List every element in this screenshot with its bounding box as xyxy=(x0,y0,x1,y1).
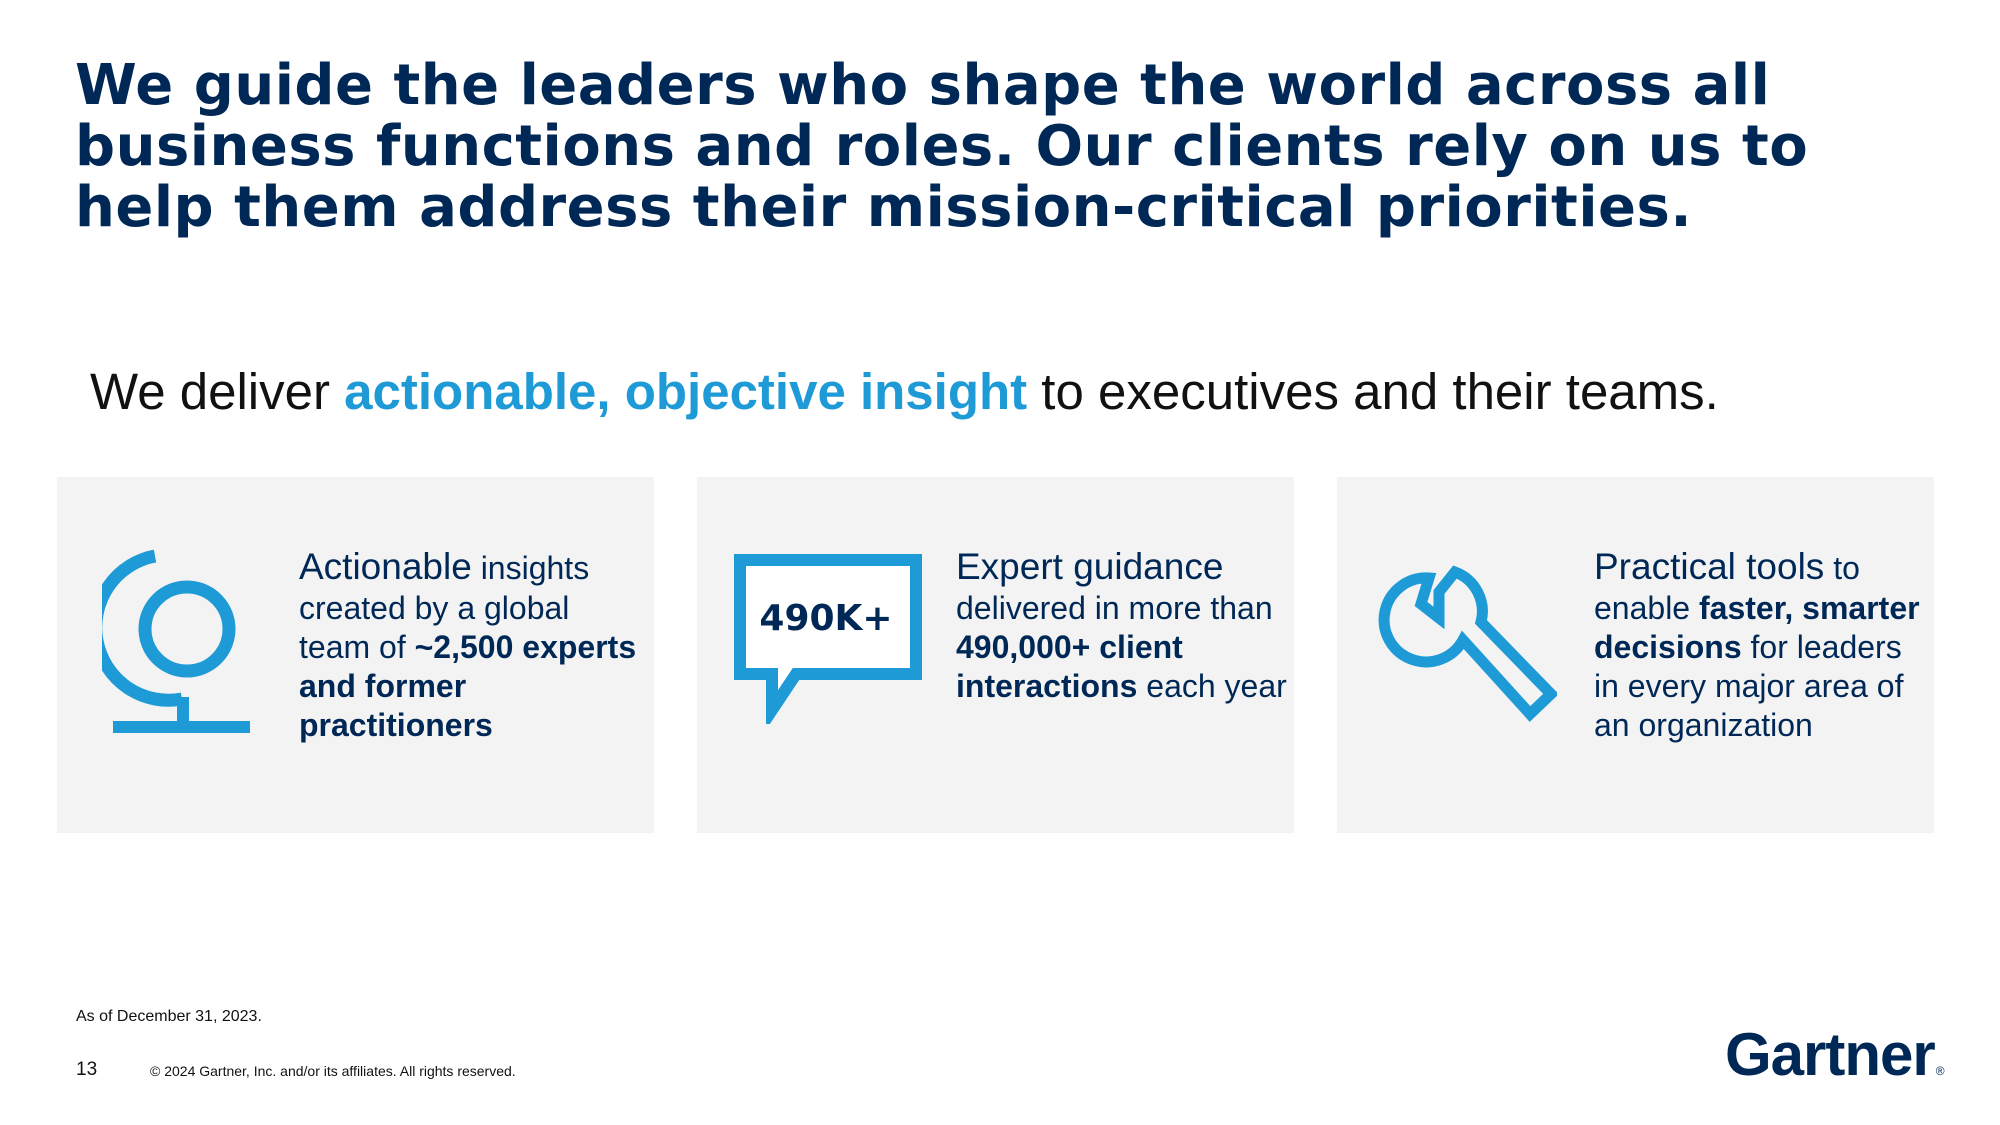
tools-card-text: Practical tools to enable faster, smarte… xyxy=(1594,545,1934,745)
tools-lead: Practical tools xyxy=(1594,546,1825,587)
headline-line-1: We guide the leaders who shape the world… xyxy=(75,53,1771,118)
guidance-body-end: each year xyxy=(1137,668,1287,704)
insights-card-text: Actionable insights created by a global … xyxy=(299,545,639,745)
interactions-badge: 490K+ xyxy=(759,598,892,639)
guidance-lead: Expert guidance xyxy=(956,546,1224,587)
headline-line-2: business functions and roles. Our client… xyxy=(75,114,1809,179)
insights-card: Actionable insights created by a global … xyxy=(57,477,654,833)
headline-line-3: help them address their mission-critical… xyxy=(75,175,1693,240)
page-title: We guide the leaders who shape the world… xyxy=(75,55,1955,238)
speech-bubble-icon: 490K+ xyxy=(734,554,924,730)
gartner-logo: Gartner® xyxy=(1725,1020,1945,1106)
insights-lead-suffix: insights xyxy=(471,550,590,586)
guidance-card: 490K+ Expert guidance delivered in more … xyxy=(697,477,1294,833)
tools-lead-suffix: to xyxy=(1824,550,1860,586)
insights-lead: Actionable xyxy=(299,546,472,587)
insights-highlight: ~2,500 experts and former practitioners xyxy=(299,629,637,743)
subhead-pre: We deliver xyxy=(90,363,345,420)
registered-mark: ® xyxy=(1935,1064,1945,1078)
logo-wordmark: Gartner xyxy=(1725,1021,1936,1088)
subheadline: We deliver actionable, objective insight… xyxy=(90,362,1719,422)
guidance-body: delivered in more than xyxy=(956,590,1273,626)
subhead-accent: actionable, objective insight xyxy=(344,363,1028,420)
page-number: 13 xyxy=(76,1059,98,1080)
subhead-post: to executives and their teams. xyxy=(1027,363,1719,420)
tools-card: Practical tools to enable faster, smarte… xyxy=(1337,477,1934,833)
wrench-icon xyxy=(1377,560,1559,745)
tools-highlight: faster, smarter decisions xyxy=(1594,590,1920,665)
footnote: As of December 31, 2023. xyxy=(76,1008,262,1025)
tools-body: enable xyxy=(1594,590,1699,626)
tools-body-end: for leaders in every major area of an or… xyxy=(1594,629,1904,743)
guidance-card-text: Expert guidance delivered in more than 4… xyxy=(956,545,1296,706)
copyright: © 2024 Gartner, Inc. and/or its affiliat… xyxy=(150,1063,516,1079)
guidance-highlight: 490,000+ client interactions xyxy=(956,629,1183,704)
globe-icon xyxy=(89,547,262,752)
insights-body: created by a global team of xyxy=(299,590,570,665)
